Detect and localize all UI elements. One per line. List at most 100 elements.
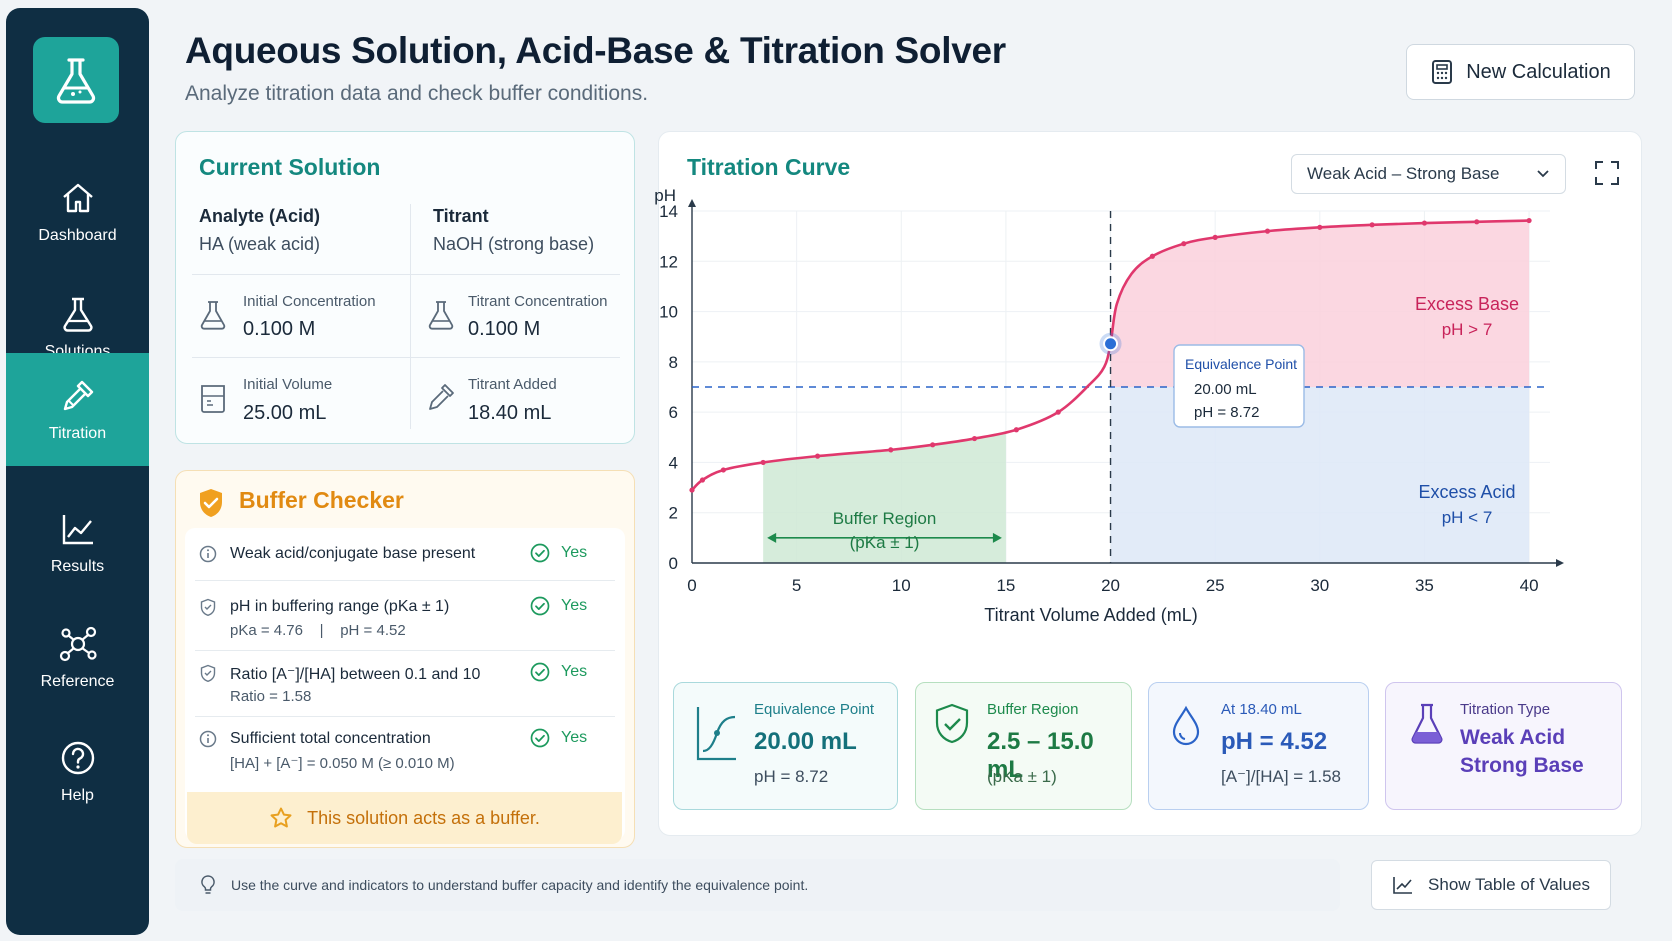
flask-icon [62, 297, 93, 332]
stat-card-equivalence: Equivalence Point 20.00 mL pH = 8.72 [673, 682, 898, 810]
buffer-check-text: Ratio [A⁻]/[HA] between 0.1 and 10 [230, 666, 481, 683]
buffer-check-sub: Ratio = 1.58 [230, 688, 312, 705]
buffer-check-text: pH in buffering range (pKa ± 1) [230, 598, 450, 615]
data-point [930, 442, 936, 448]
equivalence-tooltip-ph: pH = 8.72 [1194, 404, 1259, 421]
flask-icon [1411, 703, 1443, 744]
titrant-header: Titrant [433, 206, 489, 226]
buffer-checker-title: Buffer Checker [239, 487, 404, 513]
stat-card-ph-at-volume: At 18.40 mL pH = 4.52 [A⁻]/[HA] = 1.58 [1148, 682, 1369, 810]
y-tick-label: 8 [669, 353, 678, 372]
fullscreen-icon[interactable] [1594, 160, 1620, 186]
sidebar-item-label: Help [61, 786, 94, 804]
buffer-check-result: Yes [530, 662, 587, 682]
sidebar-item-label: Dashboard [38, 226, 117, 244]
shield-check-icon [935, 703, 969, 744]
excess-base-label: Excess Base [1415, 294, 1519, 314]
sidebar-item-label: Results [50, 557, 105, 575]
analyte-value: HA (weak acid) [199, 234, 321, 254]
hint-bar: Use the curve and indicators to understa… [175, 859, 1340, 911]
new-calculation-label: New Calculation [1466, 60, 1611, 83]
x-tick-label: 25 [1206, 576, 1225, 595]
lightbulb-icon [201, 875, 215, 894]
data-point [1421, 220, 1428, 226]
data-point [1212, 234, 1218, 240]
data-point [1474, 219, 1480, 225]
buffer-arrow-head-left [767, 532, 777, 543]
x-tick-label: 30 [1310, 576, 1329, 595]
x-tick-label: 40 [1520, 576, 1539, 595]
x-axis-arrow [1556, 559, 1564, 567]
divider [195, 650, 615, 651]
x-tick-label: 10 [892, 576, 911, 595]
x-tick-label: 15 [996, 576, 1015, 595]
stat-sub: (pKa ± 1) [987, 767, 1057, 786]
excess-acid-label: Excess Acid [1418, 482, 1515, 502]
stat-label: Equivalence Point [754, 701, 875, 718]
y-tick-label: 12 [659, 252, 678, 271]
flask-logo-icon [56, 58, 96, 104]
equivalence-point-marker [1103, 336, 1119, 352]
data-point [1317, 224, 1323, 230]
excess-acid-sublabel: pH < 7 [1442, 508, 1493, 527]
buffer-check-result-label: Yes [561, 544, 588, 561]
data-point [1149, 253, 1155, 259]
stat-label: Buffer Region [987, 701, 1079, 718]
sidebar-item-results[interactable]: Results [6, 491, 149, 594]
titrant-concentration-value: 0.100 M [468, 318, 541, 340]
stat-value-2: Strong Base [1460, 754, 1584, 777]
y-tick-label: 2 [669, 504, 678, 523]
buffer-check-result: Yes [530, 728, 587, 748]
dropper-icon [63, 380, 93, 410]
titration-type-dropdown[interactable]: Weak Acid – Strong Base [1291, 154, 1566, 194]
stat-value: pH = 4.52 [1221, 728, 1328, 755]
data-point [1013, 427, 1019, 433]
analyte-header: Analyte (Acid) [199, 206, 321, 226]
info-icon [199, 545, 217, 563]
excess-base-sublabel: pH > 7 [1442, 320, 1493, 339]
buffer-region-sublabel: (pKa ± 1) [850, 533, 920, 552]
x-tick-label: 5 [792, 576, 801, 595]
stat-card-titration-type: Titration Type Weak Acid Strong Base [1385, 682, 1622, 810]
data-point [814, 453, 821, 459]
buffer-arrow-head-right [992, 532, 1002, 543]
x-axis-label: Titrant Volume Added (mL) [984, 605, 1197, 625]
data-point [1055, 409, 1061, 415]
equivalence-tooltip-volume: 20.00 mL [1194, 381, 1257, 398]
y-tick-label: 6 [669, 403, 678, 422]
titration-curve-title: Titration Curve [687, 154, 851, 180]
flask-icon [428, 301, 454, 330]
titrant-value: NaOH (strong base) [433, 234, 595, 254]
new-calculation-button[interactable]: New Calculation [1406, 44, 1635, 100]
shield-icon [200, 664, 216, 682]
y-tick-label: 14 [659, 202, 678, 221]
stat-sub: [A⁻]/[HA] = 1.58 [1221, 767, 1342, 786]
titrant-added-value: 18.40 mL [468, 402, 552, 424]
check-circle-icon [530, 728, 550, 748]
y-axis-label: pH [654, 186, 676, 205]
data-point [689, 487, 695, 493]
buffer-checks-list: Weak acid/conjugate base present Yes pH … [185, 528, 625, 840]
data-point [699, 477, 706, 483]
x-tick-label: 0 [687, 576, 696, 595]
data-point [1526, 217, 1532, 224]
flask-icon [200, 301, 226, 330]
buffer-check-result: Yes [530, 543, 587, 563]
sidebar-item-label: Titration [48, 424, 107, 442]
chart-line-icon [62, 514, 93, 544]
dropdown-value: Weak Acid – Strong Base [1307, 164, 1500, 183]
y-tick-label: 10 [659, 303, 678, 322]
sidebar-item-reference[interactable]: Reference [6, 606, 149, 709]
y-tick-label: 0 [669, 554, 678, 573]
buffer-region-fill [763, 431, 1006, 563]
y-tick-label: 4 [669, 453, 678, 472]
sidebar-item-dashboard[interactable]: Dashboard [6, 160, 149, 263]
stat-label: At 18.40 mL [1221, 701, 1302, 718]
stat-card-buffer-region: Buffer Region 2.5 – 15.0 mL (pKa ± 1) [915, 682, 1132, 810]
buffer-check-result-label: Yes [561, 663, 588, 680]
titrant-added-label: Titrant Added [468, 376, 557, 393]
sidebar-item-help[interactable]: Help [6, 720, 149, 823]
initial-concentration-label: Initial Concentration [243, 293, 376, 310]
show-table-button[interactable]: Show Table of Values [1371, 860, 1611, 910]
sidebar-item-titration[interactable]: Titration [6, 353, 149, 466]
